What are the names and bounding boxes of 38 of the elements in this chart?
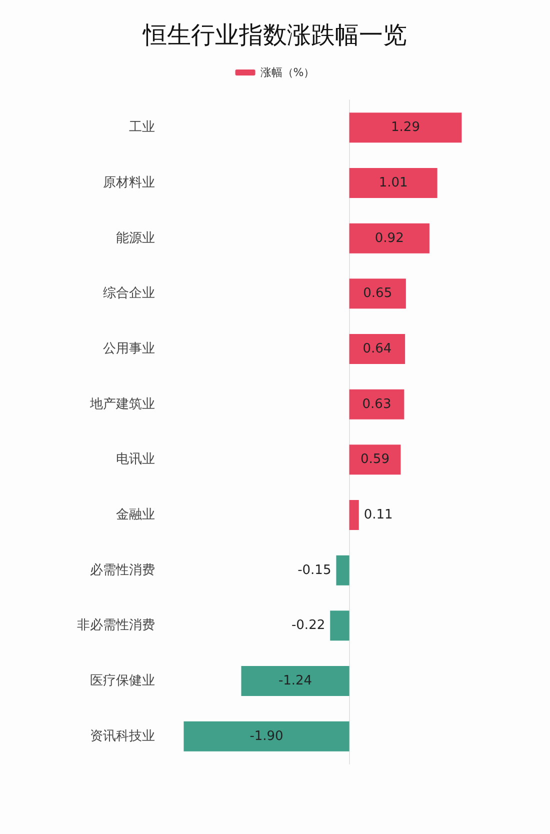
- data-label: -1.24: [278, 674, 312, 688]
- data-label: -1.90: [250, 728, 284, 744]
- y-tick-label: 原材料业: [103, 176, 155, 190]
- chart-title: 恒生行业指数涨跌幅一览: [142, 21, 407, 49]
- data-label: 0.63: [362, 396, 392, 412]
- data-label: 0.11: [364, 508, 393, 522]
- y-tick-label: 资讯科技业: [90, 728, 155, 744]
- y-tick-label: 必需性消费: [90, 562, 155, 578]
- y-tick-label: 非必需性消费: [77, 618, 155, 634]
- bar: [349, 112, 462, 143]
- y-tick-label: 电讯业: [116, 452, 155, 468]
- data-label: 1.01: [378, 176, 408, 190]
- bar: [349, 444, 401, 475]
- data-label: -0.15: [298, 562, 332, 578]
- y-tick-label: 金融业: [116, 508, 155, 522]
- bar: [349, 278, 406, 309]
- y-tick-label: 公用事业: [103, 342, 155, 356]
- data-label: 0.59: [360, 452, 390, 468]
- y-tick-label: 地产建筑业: [89, 396, 155, 412]
- bar: [330, 610, 350, 641]
- data-label: -0.22: [291, 618, 326, 634]
- bar: [349, 223, 430, 254]
- bar: [241, 666, 350, 696]
- data-label: 1.29: [391, 120, 420, 136]
- y-tick-label: 医疗保健业: [90, 674, 155, 688]
- bar: [336, 555, 350, 586]
- bar: [349, 389, 404, 420]
- data-label: 0.92: [374, 230, 404, 246]
- bar: [349, 334, 406, 364]
- bar: [349, 168, 438, 198]
- y-tick-label: 综合企业: [103, 286, 155, 302]
- y-tick-label: 工业: [129, 120, 155, 136]
- data-label: 0.64: [362, 342, 392, 356]
- legend-label: 涨幅（%）: [260, 66, 315, 79]
- data-label: 0.65: [363, 286, 392, 302]
- bar: [184, 721, 350, 752]
- bar: [349, 500, 359, 530]
- y-tick-label: 能源业: [116, 230, 155, 246]
